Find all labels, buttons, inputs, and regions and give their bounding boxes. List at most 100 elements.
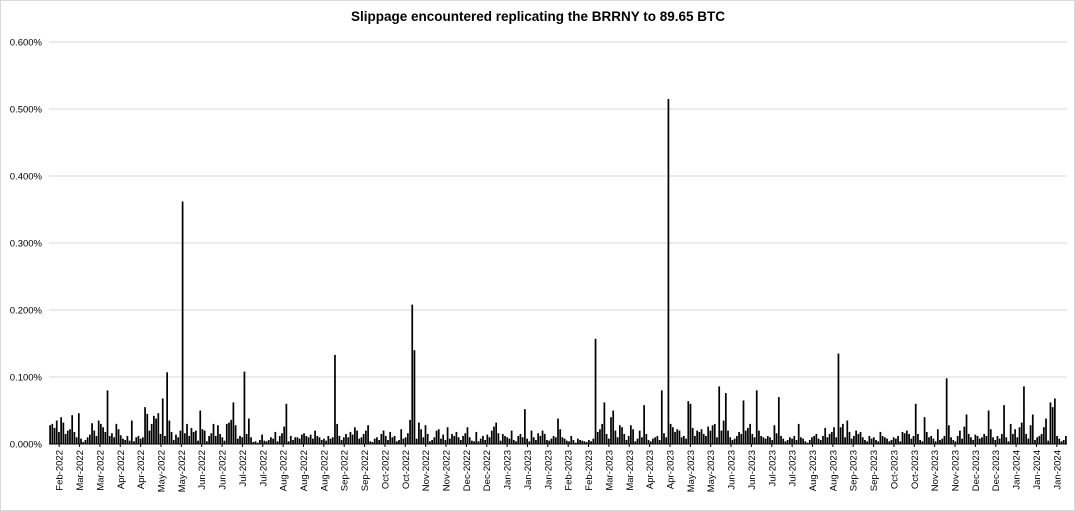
bar: [362, 433, 365, 444]
bar: [700, 429, 703, 444]
bar: [122, 438, 124, 444]
bar: [590, 441, 592, 444]
bar: [80, 438, 82, 444]
x-tick-label: Jan-2023: [543, 450, 554, 490]
bar: [146, 413, 149, 444]
bar: [329, 438, 332, 444]
bar: [830, 431, 833, 444]
bar: [261, 434, 263, 444]
bar: [124, 439, 127, 444]
bar: [521, 437, 524, 444]
bar: [643, 405, 645, 444]
bar: [380, 433, 383, 444]
bar: [353, 427, 356, 444]
bar: [641, 437, 643, 444]
bar: [773, 425, 776, 444]
bar: [468, 437, 471, 444]
bar: [866, 441, 869, 444]
bar: [923, 417, 926, 444]
bar: [729, 437, 732, 444]
bar: [1018, 427, 1021, 444]
bar: [64, 433, 67, 444]
x-tick-label: Mar-2023: [625, 450, 636, 491]
bar: [1058, 438, 1061, 444]
bar: [850, 438, 853, 444]
bar: [740, 433, 743, 444]
x-tick-label: Jan-2023: [503, 450, 514, 490]
bar: [197, 440, 199, 444]
bar: [970, 437, 972, 444]
bar: [1029, 425, 1032, 444]
bar: [577, 438, 579, 444]
bar: [733, 438, 736, 444]
bar: [53, 427, 56, 444]
x-tick-label: Apr-2022: [136, 450, 147, 489]
bar: [945, 378, 948, 444]
bar: [413, 350, 416, 444]
bar: [77, 413, 80, 444]
bar: [565, 440, 568, 444]
bar: [365, 430, 367, 444]
bar: [497, 433, 500, 444]
bar: [387, 439, 389, 444]
bar: [950, 437, 952, 444]
bar: [667, 98, 670, 444]
bar: [62, 422, 65, 444]
x-tick-label: Jul-2022: [238, 450, 249, 486]
bar: [853, 435, 855, 444]
y-tick-label: 0.500%: [10, 105, 43, 116]
bar: [225, 423, 228, 444]
bar: [910, 438, 913, 444]
x-tick-label: Jun-2023: [727, 450, 738, 490]
bar: [751, 433, 754, 444]
bar: [437, 429, 440, 444]
bar: [263, 440, 266, 444]
bar: [296, 437, 299, 444]
x-tick-label: Dec-2023: [971, 450, 982, 491]
x-tick-label: Jul-2023: [767, 450, 778, 486]
bar: [172, 439, 175, 444]
bar: [528, 441, 531, 444]
bar: [223, 440, 226, 444]
bar: [601, 423, 604, 444]
bar: [846, 420, 849, 444]
bar: [58, 431, 60, 444]
bar: [190, 427, 193, 444]
bar: [965, 414, 968, 444]
bar: [932, 438, 935, 444]
bar: [130, 420, 133, 444]
bar: [150, 423, 153, 444]
bar: [318, 437, 321, 444]
bar: [1031, 414, 1034, 444]
bar: [1049, 402, 1052, 444]
bar: [1012, 433, 1014, 444]
bar: [369, 441, 372, 444]
bar: [493, 426, 495, 444]
bar: [749, 423, 751, 444]
bar: [877, 441, 880, 444]
bar: [422, 437, 425, 444]
bar: [1042, 427, 1045, 444]
y-tick-label: 0.400%: [10, 172, 43, 183]
bar: [420, 429, 422, 444]
bar: [574, 442, 577, 444]
bar: [278, 435, 281, 444]
bar: [360, 437, 363, 444]
bar: [557, 418, 559, 444]
bar: [314, 430, 316, 444]
bar: [716, 437, 718, 444]
bar: [797, 423, 800, 444]
bar: [464, 433, 467, 444]
bar: [895, 438, 897, 444]
bar: [168, 420, 171, 444]
bar: [201, 429, 204, 444]
bar: [559, 429, 562, 444]
bar: [250, 437, 252, 444]
bar: [919, 439, 922, 444]
bar: [241, 437, 244, 444]
x-tick-label: Dec-2022: [482, 450, 493, 491]
bar: [1038, 435, 1041, 444]
bar: [1051, 407, 1054, 444]
